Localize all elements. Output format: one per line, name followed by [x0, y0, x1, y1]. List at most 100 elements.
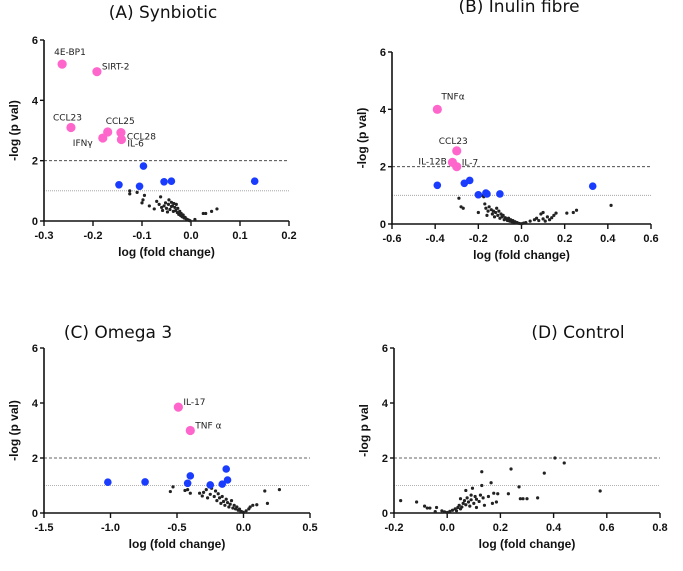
- data-point-non-significant: [518, 497, 522, 501]
- data-point-non-significant: [496, 492, 500, 496]
- x-tick-label: 0.6: [599, 522, 614, 534]
- data-point-non-significant: [454, 509, 459, 513]
- y-tick-label: 2: [32, 156, 38, 168]
- y-tick-label: 6: [380, 47, 386, 59]
- data-point-non-significant: [160, 208, 165, 213]
- data-point-non-significant: [168, 489, 172, 494]
- x-tick-label: 0.0: [440, 522, 455, 534]
- data-point-non-significant: [168, 207, 172, 212]
- data-point-non-significant: [255, 503, 259, 507]
- data-point-non-significant: [484, 206, 488, 210]
- data-point-significant: [57, 59, 67, 69]
- data-point-non-significant: [200, 494, 204, 498]
- data-point-non-significant: [473, 494, 477, 499]
- data-point-non-significant: [547, 218, 552, 222]
- data-point-non-significant: [461, 206, 465, 210]
- y-axis-label: -log (p val): [7, 400, 21, 461]
- data-point-non-significant: [141, 198, 145, 202]
- data-point-non-significant: [545, 215, 550, 219]
- data-point-non-significant: [428, 506, 432, 510]
- data-point-non-significant: [164, 206, 169, 210]
- data-point-non-significant: [188, 491, 192, 495]
- data-point-trend: [222, 465, 231, 473]
- data-point-non-significant: [128, 189, 132, 193]
- data-point-non-significant: [550, 216, 554, 220]
- data-point-significant: [116, 128, 126, 138]
- x-tick-label: 0.2: [281, 230, 296, 242]
- y-tick-label: 6: [32, 35, 38, 47]
- data-point-non-significant: [440, 509, 444, 513]
- point-annotation: IFNγ: [73, 139, 94, 149]
- data-point-non-significant: [128, 192, 132, 196]
- data-point-trend: [465, 176, 474, 185]
- x-tick-label: -0.2: [469, 233, 488, 245]
- data-point-non-significant: [490, 501, 495, 505]
- x-tick-label: -1.0: [101, 522, 120, 534]
- data-point-trend: [183, 479, 192, 488]
- data-point-non-significant: [163, 201, 168, 205]
- data-point-non-significant: [208, 492, 212, 496]
- data-point-non-significant: [450, 508, 455, 512]
- data-point-non-significant: [609, 203, 613, 207]
- data-point-non-significant: [209, 209, 214, 213]
- data-point-non-significant: [509, 467, 513, 471]
- data-point-non-significant: [494, 210, 498, 215]
- data-point-non-significant: [464, 503, 468, 507]
- data-point-non-significant: [263, 489, 267, 493]
- data-point-non-significant: [448, 509, 452, 513]
- data-point-non-significant: [476, 210, 480, 215]
- panel-1: (A) Synbiotic 0 2 4 6 -0.3 -0.2 -0.1 0.0 0.1 0.2 lo…: [7, 3, 297, 259]
- y-tick-label: 2: [380, 162, 386, 174]
- point-annotation: IL-17: [183, 398, 205, 408]
- data-point-trend: [496, 190, 504, 198]
- data-point-non-significant: [135, 190, 139, 194]
- y-tick-label: 0: [380, 219, 386, 231]
- x-tick-label: 0.1: [232, 230, 247, 242]
- x-tick-label: -0.6: [383, 233, 402, 245]
- y-tick-label: 0: [32, 216, 38, 228]
- data-point-non-significant: [155, 199, 159, 203]
- data-point-non-significant: [562, 461, 566, 465]
- data-point-non-significant: [219, 501, 223, 505]
- y-tick-label: 6: [382, 343, 388, 355]
- data-point-non-significant: [492, 215, 497, 219]
- point-annotation: CCL25: [106, 117, 135, 127]
- data-point-non-significant: [482, 503, 487, 507]
- data-point-non-significant: [215, 499, 219, 503]
- point-annotation: SIRT-2: [102, 63, 130, 73]
- data-point-non-significant: [469, 493, 473, 497]
- data-point-non-significant: [490, 212, 494, 216]
- data-point-non-significant: [542, 471, 546, 475]
- data-point-non-significant: [251, 503, 255, 507]
- data-point-trend: [167, 177, 176, 185]
- data-point-trend: [135, 182, 144, 191]
- data-point-non-significant: [492, 491, 496, 495]
- data-point-trend: [186, 472, 195, 480]
- data-point-non-significant: [495, 206, 499, 210]
- data-point-non-significant: [487, 205, 491, 209]
- data-point-non-significant: [535, 216, 539, 220]
- data-point-non-significant: [232, 503, 236, 507]
- data-point-non-significant: [598, 489, 602, 493]
- data-point-non-significant: [541, 210, 545, 215]
- point-annotation: IL-7: [462, 159, 478, 169]
- data-point-non-significant: [244, 509, 248, 513]
- data-point-non-significant: [172, 201, 176, 206]
- data-point-non-significant: [528, 219, 532, 223]
- x-tick-label: 0.2: [557, 233, 572, 245]
- y-tick-label: 0: [32, 508, 38, 520]
- x-axis-label: log (fold change): [118, 245, 215, 259]
- data-point-non-significant: [166, 202, 171, 207]
- data-point-non-significant: [215, 207, 219, 211]
- data-point-non-significant: [474, 497, 479, 501]
- data-point-non-significant: [460, 505, 464, 509]
- data-point-non-significant: [415, 500, 419, 504]
- point-annotation: 4E-BP1: [54, 48, 86, 58]
- data-point-non-significant: [468, 504, 472, 508]
- data-point-non-significant: [462, 499, 467, 503]
- data-point-non-significant: [477, 499, 481, 504]
- data-point-non-significant: [525, 497, 529, 501]
- data-point-non-significant: [506, 492, 510, 496]
- data-point-trend: [104, 478, 112, 487]
